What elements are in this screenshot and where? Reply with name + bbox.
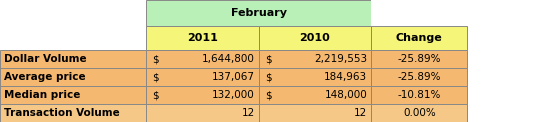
Bar	[371, 86, 467, 104]
Bar	[146, 68, 258, 86]
Text: Median price: Median price	[4, 90, 81, 100]
Text: $: $	[265, 54, 272, 64]
Bar	[146, 0, 371, 26]
Bar	[146, 26, 258, 50]
Text: 2,219,553: 2,219,553	[314, 54, 367, 64]
Text: -10.81%: -10.81%	[398, 90, 441, 100]
Text: Transaction Volume: Transaction Volume	[4, 108, 120, 118]
Text: 0.00%: 0.00%	[403, 108, 436, 118]
Bar	[146, 50, 258, 68]
Text: $: $	[152, 90, 159, 100]
Text: 137,067: 137,067	[212, 72, 255, 82]
Bar	[371, 50, 467, 68]
Bar	[371, 104, 467, 122]
Text: 2010: 2010	[300, 33, 330, 43]
Text: $: $	[152, 72, 159, 82]
Bar	[146, 104, 258, 122]
Bar	[0, 86, 146, 104]
Text: Average price: Average price	[4, 72, 86, 82]
Bar	[258, 26, 371, 50]
Text: 184,963: 184,963	[324, 72, 367, 82]
Text: Change: Change	[396, 33, 443, 43]
Text: $: $	[265, 72, 272, 82]
Text: 12: 12	[354, 108, 367, 118]
Text: 2011: 2011	[186, 33, 218, 43]
Bar	[0, 104, 146, 122]
Bar	[371, 68, 467, 86]
Text: 132,000: 132,000	[212, 90, 255, 100]
Bar	[258, 50, 371, 68]
Bar	[146, 86, 258, 104]
Bar	[258, 68, 371, 86]
Bar	[0, 50, 146, 68]
Text: 12: 12	[241, 108, 255, 118]
Bar	[0, 68, 146, 86]
Bar	[371, 0, 467, 26]
Bar	[371, 26, 467, 50]
Text: Dollar Volume: Dollar Volume	[4, 54, 87, 64]
Bar	[258, 104, 371, 122]
Text: -25.89%: -25.89%	[398, 54, 441, 64]
Text: -25.89%: -25.89%	[398, 72, 441, 82]
Bar	[0, 26, 146, 50]
Text: $: $	[152, 54, 159, 64]
Text: February: February	[230, 8, 287, 18]
Text: $: $	[265, 90, 272, 100]
Bar	[258, 86, 371, 104]
Bar	[0, 0, 146, 26]
Text: 1,644,800: 1,644,800	[202, 54, 255, 64]
Text: 148,000: 148,000	[324, 90, 367, 100]
